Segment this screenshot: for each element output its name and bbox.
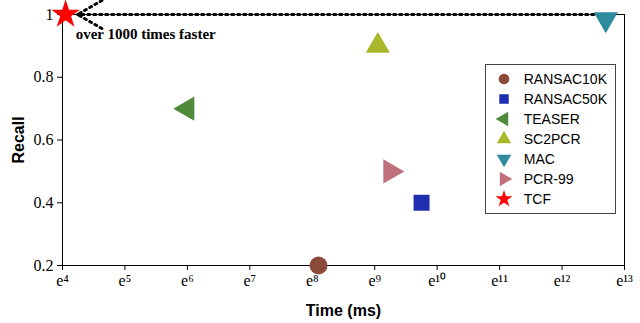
svg-text:0.8: 0.8: [34, 68, 54, 85]
svg-text:e⁸: e⁸: [306, 272, 319, 289]
svg-text:over 1000 times faster: over 1000 times faster: [76, 26, 216, 42]
html-text:TEASER: TEASER: [523, 111, 580, 127]
svg-text:e⁹: e⁹: [368, 272, 381, 289]
svg-text:Time (ms): Time (ms): [306, 302, 381, 319]
svg-text:0.6: 0.6: [34, 131, 54, 148]
html-text:PCR-99: PCR-99: [523, 171, 574, 187]
svg-text:e⁷: e⁷: [243, 272, 256, 289]
svg-text:e⁴: e⁴: [56, 272, 69, 289]
svg-text:e⁶: e⁶: [181, 272, 194, 289]
svg-text:0.4: 0.4: [34, 194, 54, 211]
svg-text:e⁵: e⁵: [119, 272, 132, 289]
svg-text:e¹⁰: e¹⁰: [428, 272, 446, 289]
svg-text:e¹¹: e¹¹: [491, 272, 508, 289]
html-text:MAC: MAC: [523, 151, 555, 167]
html-text:RANSAC10K: RANSAC10K: [523, 71, 607, 87]
svg-text:e¹²: e¹²: [554, 272, 571, 289]
html-text:TCF: TCF: [523, 191, 551, 207]
html-text:RANSAC50K: RANSAC50K: [523, 91, 607, 107]
svg-text:0.2: 0.2: [34, 257, 54, 274]
html-text:SC2PCR: SC2PCR: [523, 131, 581, 147]
svg-text:1: 1: [46, 6, 54, 23]
svg-text:Recall: Recall: [10, 116, 27, 163]
svg-text:e¹³: e¹³: [616, 272, 633, 289]
